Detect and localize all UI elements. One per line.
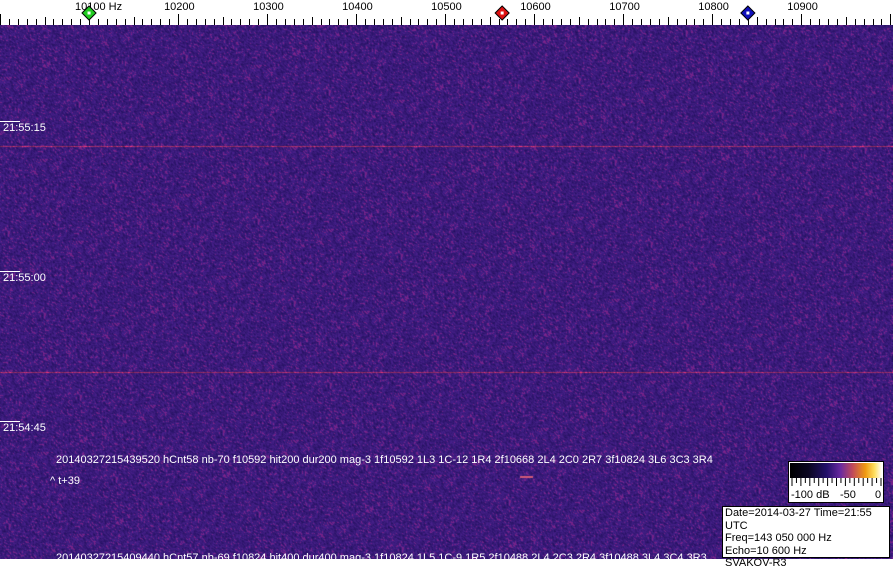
frequency-label: 10300: [253, 1, 284, 13]
time-tick: [0, 271, 20, 272]
color-gradient: [790, 463, 882, 478]
frequency-label: 10900: [787, 1, 818, 13]
frequency-label: 10500: [431, 1, 462, 13]
waterfall-spectrogram: [0, 25, 893, 559]
time-label: 21:55:00: [3, 272, 46, 284]
frequency: Freq=143 050 000 Hz: [725, 532, 832, 544]
waterfall-canvas: [0, 25, 893, 559]
info-box: Date=2014-03-27 Time=21:55 UTC Freq=143 …: [722, 506, 890, 569]
colorbar-label-mid: -50: [840, 489, 856, 501]
colorbar-label-max: 0: [875, 489, 882, 501]
frequency-label: 10800: [698, 1, 729, 13]
frequency-label: 10200: [164, 1, 195, 13]
time-tick: [0, 121, 20, 122]
detection-line: 20140327215409440 hCnt57 nb-69 f10824 hi…: [56, 552, 707, 564]
time-label: 21:54:45: [3, 422, 46, 434]
color-scale-ticks: [791, 478, 882, 486]
date-time: Date=2014-03-27 Time=21:55 UTC: [725, 507, 872, 532]
blue-marker-icon[interactable]: [740, 5, 756, 21]
time-tick: [0, 421, 20, 422]
frequency-scale: 10100 Hz 10200 10300 10400 10500 10600 10700 10…: [0, 0, 893, 25]
frequency-ticks: [0, 5, 891, 25]
time-label: 21:55:15: [3, 122, 46, 134]
frequency-label: 10600: [520, 1, 551, 13]
green-marker-icon[interactable]: [81, 5, 97, 21]
red-marker-icon[interactable]: [494, 5, 510, 21]
colorbar-label-min: -100 dB: [791, 489, 830, 501]
detection-line: 20140327215439520 hCnt58 nb-70 f10592 hi…: [56, 454, 713, 466]
color-scale-legend: -100 dB -50 0: [788, 461, 884, 503]
echo-frequency: Echo=10 600 Hz: [725, 544, 807, 557]
frequency-label: 10700: [609, 1, 640, 13]
frequency-label: 10400: [342, 1, 373, 13]
detection-offset: ^ t+39: [50, 475, 80, 487]
